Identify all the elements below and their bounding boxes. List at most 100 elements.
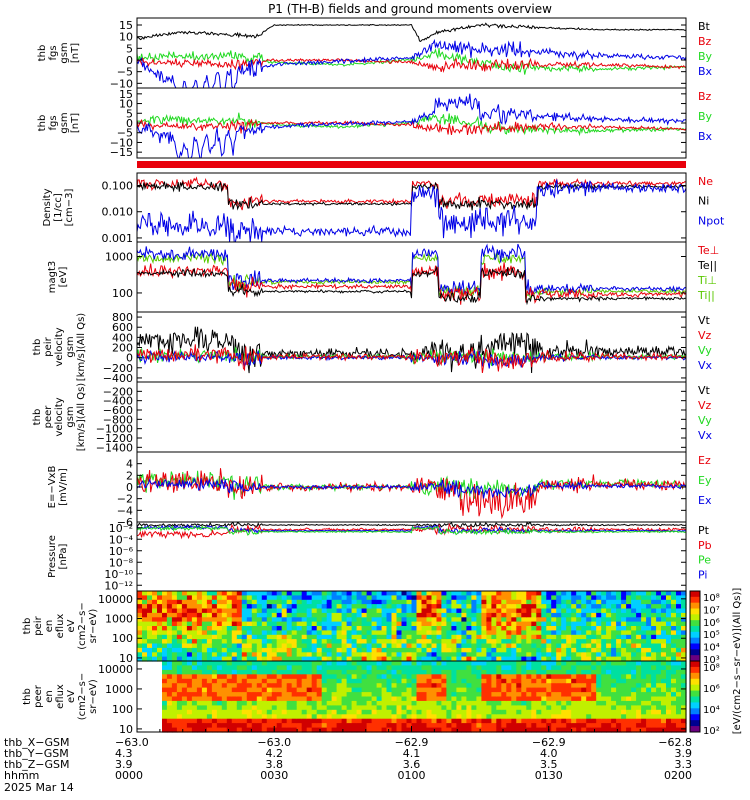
spectrogram-cell (646, 652, 652, 658)
spectrogram-cell (162, 591, 168, 596)
spectrogram-cell (546, 591, 552, 596)
spectrogram-cell (546, 617, 552, 623)
spectrogram-cell (636, 692, 642, 698)
x-row-label: thb_Z−GSM (4, 758, 70, 771)
spectrogram-cell (241, 634, 248, 640)
spectrogram-cell (416, 727, 423, 733)
y-tick-label: 2 (126, 469, 133, 482)
spectrogram-cell (196, 683, 203, 689)
spectrogram-cell (456, 591, 462, 596)
spectrogram-cell (516, 669, 522, 675)
spectrogram-cell (306, 647, 313, 653)
spectrogram-cell (476, 612, 482, 618)
spectrogram-cell (456, 687, 462, 693)
spectrogram-cell (676, 705, 682, 711)
spectrogram-cell (406, 700, 413, 706)
spectrogram-cell (171, 665, 178, 671)
spectrogram-cell (456, 709, 462, 715)
spectrogram-cell (531, 727, 537, 733)
spectrogram-cell (396, 727, 403, 733)
spectrogram-cell (162, 723, 168, 729)
legend-entry: Vy (698, 414, 712, 427)
spectrogram-cell (496, 643, 502, 649)
spectrogram-cell (616, 661, 622, 666)
spectrogram-cell (296, 608, 303, 614)
spectrogram-cell (556, 639, 562, 645)
spectrogram-cell (211, 683, 218, 689)
spectrogram-cell (566, 652, 572, 658)
spectrogram-cell (571, 604, 577, 610)
spectrogram-cell (326, 687, 333, 693)
spectrogram-cell (496, 692, 502, 698)
spectrogram-cell (601, 591, 607, 596)
spectrogram-cell (546, 709, 552, 715)
spectrogram-cell (211, 630, 218, 636)
spectrogram-cell (196, 718, 203, 724)
spectrogram-cell (536, 591, 542, 596)
spectrogram-cell (411, 647, 418, 653)
spectrogram-cell (611, 669, 617, 675)
spectrogram-cell (536, 608, 542, 614)
spectrogram-cell (236, 626, 243, 631)
spectrogram-cell (226, 591, 233, 596)
spectrogram-cell (266, 621, 273, 627)
spectrogram-cell (231, 599, 238, 605)
spectrogram-cell (561, 709, 567, 715)
spectrogram-cell (216, 687, 223, 693)
spectrogram-cell (441, 604, 447, 610)
spectrogram-cell (176, 643, 183, 649)
spectrogram-cell (241, 705, 248, 711)
x-tick-label: 3.9 (675, 747, 693, 760)
spectrogram-cell (436, 700, 443, 706)
spectrogram-cell (601, 723, 607, 729)
spectrogram-cell (581, 639, 587, 645)
spectrogram-cell (481, 727, 487, 733)
spectrogram-cell (581, 634, 587, 640)
y-axis-label: (cm2−s− (77, 602, 88, 649)
spectrogram-cell (196, 705, 203, 711)
spectrogram-cell (551, 674, 557, 680)
spectrogram-cell (521, 669, 527, 675)
spectrogram-cell (221, 599, 228, 605)
spectrogram-cell (576, 604, 582, 610)
spectrogram-cell (671, 639, 677, 645)
spectrogram-cell (461, 718, 467, 724)
spectrogram-cell (546, 687, 552, 693)
spectrogram-cell (646, 595, 652, 601)
spectrogram-cell (416, 604, 423, 610)
spectrogram-cell (191, 700, 198, 706)
spectrogram-cell (656, 630, 662, 636)
spectrogram-cell (471, 723, 477, 729)
spectrogram-cell (661, 612, 667, 618)
spectrogram-cell (436, 612, 443, 618)
spectrogram-cell (441, 661, 447, 666)
spectrogram-cell (431, 643, 438, 649)
spectrogram-cell (201, 709, 208, 715)
spectrogram-cell (446, 639, 452, 645)
spectrogram-cell (606, 723, 612, 729)
spectrogram-cell (561, 643, 567, 649)
spectrogram-cell (226, 647, 233, 653)
spectrogram-cell (271, 709, 278, 715)
spectrogram-cell (361, 595, 368, 601)
spectrogram-cell (201, 612, 208, 618)
spectrogram-cell (436, 643, 443, 649)
spectrogram-cell (371, 599, 378, 605)
spectrogram-cell (581, 595, 587, 601)
spectrogram-cell (186, 661, 193, 666)
spectrogram-cell (176, 696, 183, 702)
spectrogram-cell (221, 692, 228, 698)
spectrogram-cell (646, 718, 652, 724)
spectrogram-cell (606, 692, 612, 698)
spectrogram-cell (281, 612, 288, 618)
spectrogram-cell (351, 687, 358, 693)
spectrogram-cell (281, 621, 288, 627)
spectrogram-cell (596, 643, 602, 649)
spectrogram-cell (351, 591, 358, 596)
spectrogram-cell (561, 678, 567, 684)
spectrogram-cell (576, 639, 582, 645)
spectrogram-cell (401, 723, 408, 729)
spectrogram-cell (561, 595, 567, 601)
spectrogram-cell (571, 674, 577, 680)
spectrogram-cell (276, 656, 283, 662)
